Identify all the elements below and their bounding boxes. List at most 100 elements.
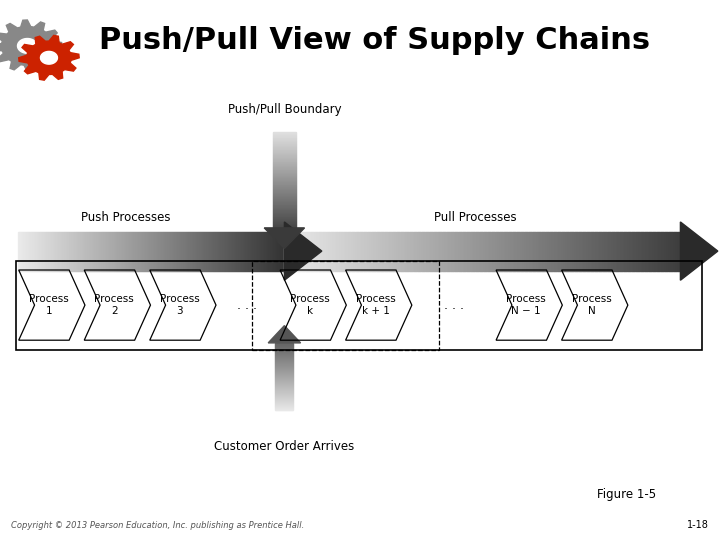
Bar [403, 232, 405, 271]
Bar [621, 232, 622, 271]
Bar [126, 232, 127, 271]
Bar [587, 232, 588, 271]
Bar [560, 232, 562, 271]
Bar [273, 141, 296, 142]
Bar [275, 370, 294, 372]
Bar [73, 232, 74, 271]
Bar [213, 232, 215, 271]
Text: Process
N − 1: Process N − 1 [506, 294, 546, 316]
Bar [275, 357, 294, 359]
Bar [275, 345, 294, 346]
Bar [397, 232, 398, 271]
Bar [150, 232, 151, 271]
Bar [275, 352, 294, 353]
Bar [116, 232, 117, 271]
Bar [273, 185, 296, 186]
Bar [630, 232, 631, 271]
Bar [316, 232, 318, 271]
Bar [148, 232, 150, 271]
Bar [652, 232, 654, 271]
Bar [71, 232, 72, 271]
Bar [474, 232, 476, 271]
Bar [650, 232, 652, 271]
Bar [590, 232, 592, 271]
Bar [273, 191, 296, 192]
Bar [315, 232, 316, 271]
Bar [140, 232, 141, 271]
Bar [273, 161, 296, 162]
Bar [99, 232, 101, 271]
Bar [219, 232, 220, 271]
Bar [323, 232, 324, 271]
Bar [620, 232, 621, 271]
Bar [478, 232, 480, 271]
Bar [527, 232, 528, 271]
Bar [395, 232, 397, 271]
Bar [419, 232, 420, 271]
Bar [448, 232, 449, 271]
Bar [123, 232, 124, 271]
Text: Process
k + 1: Process k + 1 [356, 294, 395, 316]
Bar [526, 232, 527, 271]
Bar [110, 232, 112, 271]
Bar [273, 156, 296, 157]
Bar [386, 232, 387, 271]
Bar [446, 232, 448, 271]
Bar [566, 232, 567, 271]
Bar [536, 232, 538, 271]
Bar [333, 232, 335, 271]
Bar [348, 232, 349, 271]
Bar [606, 232, 608, 271]
Bar [467, 232, 468, 271]
Bar [329, 232, 330, 271]
Bar [132, 232, 133, 271]
Bar [644, 232, 645, 271]
Bar [36, 232, 37, 271]
Bar [161, 232, 162, 271]
Bar [379, 232, 381, 271]
Bar [208, 232, 209, 271]
Bar [273, 159, 296, 160]
Bar [354, 232, 356, 271]
Bar [277, 232, 278, 271]
Bar [275, 399, 294, 400]
Bar [273, 213, 296, 214]
Bar [273, 214, 296, 215]
Bar [344, 232, 345, 271]
Bar [451, 232, 452, 271]
Bar [252, 261, 439, 350]
Bar [513, 232, 514, 271]
Bar [53, 232, 55, 271]
Text: Process
k: Process k [290, 294, 330, 316]
Bar [439, 232, 440, 271]
Bar [222, 232, 223, 271]
Bar [65, 232, 66, 271]
Bar [416, 232, 418, 271]
Bar [460, 232, 462, 271]
Bar [544, 232, 546, 271]
Bar [159, 232, 160, 271]
Bar [139, 232, 140, 271]
Bar [273, 220, 296, 221]
Bar [671, 232, 672, 271]
Bar [275, 392, 294, 393]
Bar [352, 232, 353, 271]
Bar [273, 222, 296, 223]
Bar [275, 402, 294, 403]
Bar [273, 200, 296, 201]
Bar [661, 232, 662, 271]
Bar [631, 232, 633, 271]
Bar [241, 232, 242, 271]
Bar [402, 232, 403, 271]
Bar [617, 232, 618, 271]
Bar [273, 151, 296, 152]
Bar [598, 232, 600, 271]
Bar [642, 232, 644, 271]
Bar [262, 232, 263, 271]
Bar [85, 232, 86, 271]
Bar [283, 232, 284, 271]
Bar [273, 219, 296, 220]
Bar [557, 232, 559, 271]
Bar [345, 232, 346, 271]
Bar [303, 232, 304, 271]
